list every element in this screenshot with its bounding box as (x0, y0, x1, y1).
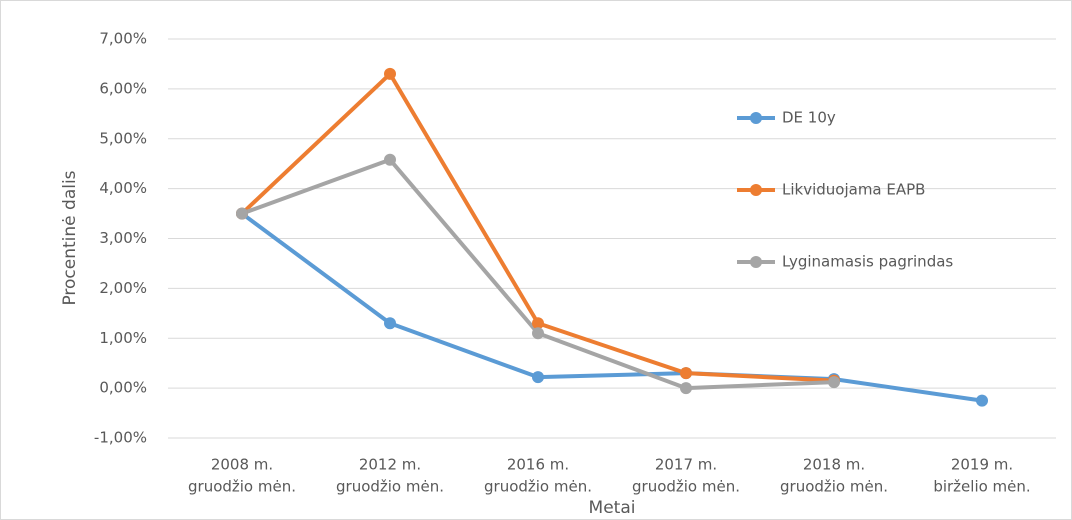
point (828, 376, 840, 389)
point (680, 382, 692, 395)
point (532, 327, 544, 340)
y-tick-label: 3,00% (99, 229, 147, 247)
x-tick-label: 2017 m. (655, 456, 717, 474)
legend-label: Likviduojama EAPB (782, 181, 925, 199)
y-tick-label: 7,00% (99, 30, 147, 48)
x-tick-label: birželio mėn. (933, 478, 1030, 496)
x-tick-label: 2016 m. (507, 456, 569, 474)
y-tick-label: 2,00% (99, 279, 147, 297)
point (236, 207, 248, 220)
y-tick-label: 6,00% (99, 79, 147, 97)
point (384, 317, 396, 330)
point (680, 367, 692, 380)
x-tick-label: 2008 m. (211, 456, 273, 474)
y-tick-label: 1,00% (99, 329, 147, 347)
legend-marker (750, 184, 762, 196)
y-tick-label: -1,00% (94, 429, 147, 447)
point (532, 371, 544, 384)
point (384, 67, 396, 80)
y-tick-label: 0,00% (99, 379, 147, 397)
x-tick-label: 2012 m. (359, 456, 421, 474)
legend-label: Lyginamasis pagrindas (782, 253, 953, 271)
y-tick-label: 4,00% (99, 179, 147, 197)
point (532, 317, 544, 330)
legend-marker (750, 256, 762, 268)
x-tick-label: gruodžio mėn. (780, 478, 888, 496)
x-tick-label: 2018 m. (803, 456, 865, 474)
legend-marker (750, 112, 762, 124)
x-tick-label: gruodžio mėn. (336, 478, 444, 496)
point (384, 153, 396, 166)
x-axis-title: Metai (589, 498, 636, 518)
x-tick-label: 2019 m. (951, 456, 1013, 474)
point (976, 394, 988, 407)
legend-label: DE 10y (782, 109, 836, 127)
x-tick-label: gruodžio mėn. (632, 478, 740, 496)
series-line (240, 211, 983, 403)
x-tick-label: gruodžio mėn. (188, 478, 296, 496)
y-tick-label: 5,00% (99, 129, 147, 147)
x-tick-label: gruodžio mėn. (484, 478, 592, 496)
y-axis-title: Procentinė dalis (60, 170, 80, 305)
